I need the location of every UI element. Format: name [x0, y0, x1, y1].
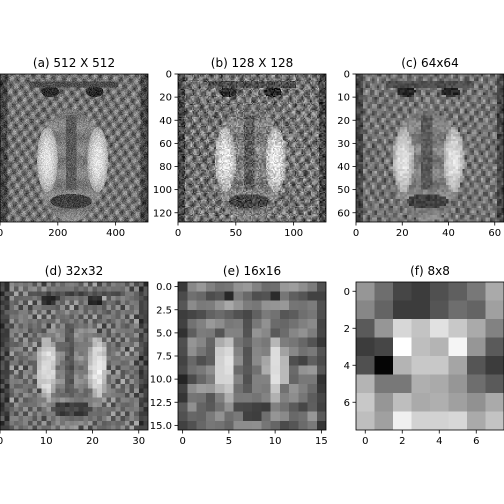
y-tick-label: 40: [159, 116, 172, 127]
x-tick-label: 15: [315, 436, 328, 447]
x-tick-label: 0: [362, 436, 368, 447]
x-tick-label: 0: [0, 228, 3, 239]
x-tick-label: 2: [399, 436, 405, 447]
y-tick-label: 0.0: [156, 282, 172, 293]
x-tick-label: 100: [284, 228, 303, 239]
y-tick-label: 20: [159, 93, 172, 104]
y-tick-label: 100: [153, 185, 172, 196]
y-tick-label: 50: [337, 185, 350, 196]
panel-e: (e) 16x16 0 5 10 15 0.0 2.5 5.0 7.5 10.0 12.5 15.0: [150, 264, 328, 447]
y-tick-label: 5.0: [156, 328, 172, 339]
heatmap-image: [178, 282, 326, 430]
axes-frame: [177, 73, 327, 223]
y-tick-label: 30: [337, 139, 350, 150]
y-tick-label: 0: [166, 70, 172, 81]
y-tick-label: 2: [344, 324, 350, 335]
x-tick-label: 10: [40, 436, 53, 447]
panel-a: (a) 512 X 512 0 200 400: [0, 56, 149, 239]
x-tick-label: 0: [0, 436, 3, 447]
x-tick-label: 400: [106, 228, 125, 239]
x-tick-label: 6: [473, 436, 479, 447]
panel-d: (d) 32x32 0 10 20 30: [0, 264, 149, 447]
heatmap-image: [356, 282, 504, 430]
x-tick-label: 200: [48, 228, 67, 239]
y-tick-label: 2.5: [156, 305, 172, 316]
axes-frame: [0, 281, 149, 431]
y-tick-label: 0: [344, 287, 350, 298]
y-tick-label: 10: [337, 93, 350, 104]
heatmap-image: [0, 282, 148, 430]
y-tick-label: 60: [337, 208, 350, 219]
y-tick-label: 20: [337, 116, 350, 127]
panel-title: (f) 8x8: [410, 264, 450, 278]
y-tick-label: 6: [344, 398, 350, 409]
y-tick-label: 15.0: [150, 421, 172, 432]
x-tick-label: 40: [442, 228, 455, 239]
y-tick-label: 12.5: [150, 398, 172, 409]
x-tick-label: 4: [436, 436, 442, 447]
y-tick-label: 7.5: [156, 352, 172, 363]
heatmap-image: [356, 74, 504, 222]
y-tick-label: 120: [153, 208, 172, 219]
x-tick-label: 5: [226, 436, 232, 447]
panel-b: (b) 128 X 128 0 50 100 0 20 40 60 80 100 120: [153, 56, 327, 239]
x-tick-label: 50: [229, 228, 242, 239]
panel-title: (a) 512 X 512: [33, 56, 115, 70]
y-tick-label: 80: [159, 162, 172, 173]
x-tick-label: 20: [86, 436, 99, 447]
y-tick-label: 4: [344, 361, 350, 372]
y-tick-label: 10.0: [150, 375, 172, 386]
y-tick-label: 0: [344, 70, 350, 81]
panel-title: (e) 16x16: [223, 264, 281, 278]
x-tick-label: 30: [132, 436, 145, 447]
y-tick-label: 60: [159, 139, 172, 150]
panel-title: (d) 32x32: [45, 264, 103, 278]
x-tick-label: 0: [175, 228, 181, 239]
axes-frame: [355, 281, 504, 431]
axes-frame: [0, 73, 149, 223]
x-tick-label: 60: [488, 228, 501, 239]
heatmap-image: [178, 74, 326, 222]
panel-f: (f) 8x8 0 2 4 6 0 2 4 6: [344, 264, 504, 447]
x-tick-label: 0: [179, 436, 185, 447]
panel-title: (b) 128 X 128: [211, 56, 293, 70]
x-tick-label: 0: [353, 228, 359, 239]
x-tick-label: 20: [396, 228, 409, 239]
x-tick-label: 10: [269, 436, 282, 447]
y-tick-label: 40: [337, 162, 350, 173]
panel-title: (c) 64x64: [401, 56, 458, 70]
axes-frame: [355, 73, 504, 223]
heatmap-image: [0, 74, 148, 222]
